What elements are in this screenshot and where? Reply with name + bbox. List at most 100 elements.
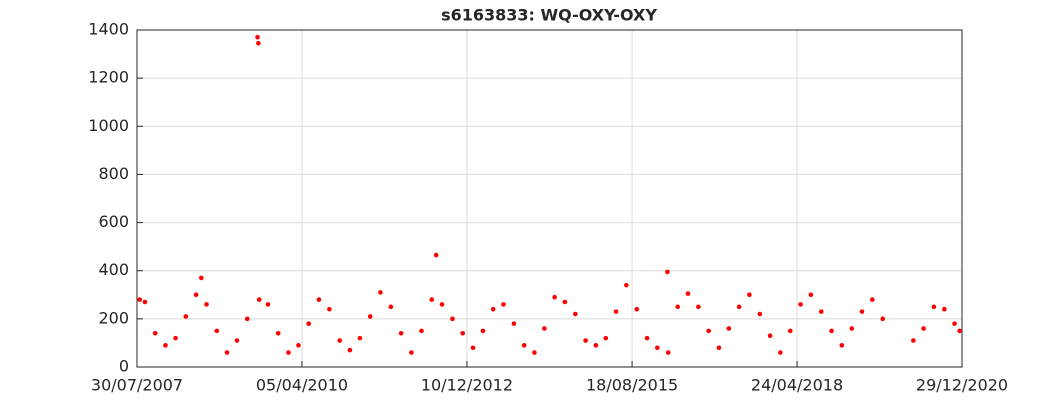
point [429,297,435,302]
point [511,321,517,326]
point [798,302,803,307]
point [275,331,281,336]
point [234,338,240,343]
point [767,333,773,339]
point [542,326,547,331]
point [747,292,752,298]
y-tick-label: 800 [98,164,129,183]
y-tick-label: 1200 [88,68,129,87]
point [736,304,742,310]
point [818,309,824,314]
point [306,321,311,326]
point [470,345,476,351]
point [942,306,947,312]
point [193,292,199,298]
point [286,350,291,355]
x-tick-label: 18/08/2015 [586,376,678,395]
point [808,292,814,298]
point [583,338,588,343]
point [316,297,322,302]
point [450,316,455,322]
point [521,343,527,348]
y-tick-label: 0 [119,357,129,376]
point [685,291,691,296]
point [409,350,414,355]
point [367,314,373,319]
point [849,326,855,331]
point [624,282,629,288]
point [532,350,537,355]
point [357,335,363,341]
point [398,331,404,336]
point [137,297,142,302]
point [921,326,926,331]
point [931,304,937,310]
point [265,302,271,307]
point [696,304,701,310]
point [480,328,486,334]
point [439,302,445,307]
y-tick-label: 400 [98,260,129,279]
y-tick-label: 200 [98,308,129,327]
point [419,328,424,334]
point [644,335,650,341]
point [256,297,262,302]
point [757,311,763,317]
point [214,328,220,334]
point [173,335,178,341]
point [562,299,568,305]
point [573,311,578,317]
point [613,309,619,314]
point [163,343,168,348]
point [388,304,394,310]
point [829,328,834,334]
point [593,343,599,348]
point [347,347,353,353]
point [256,40,261,46]
point [199,275,204,281]
point [296,343,301,348]
chart-title: s6163833: WQ-OXY-OXY [441,6,657,25]
point [378,290,383,295]
point [839,343,845,348]
point [655,345,660,351]
point [706,328,711,334]
point [152,331,158,336]
point [433,252,439,258]
x-tick-label: 05/04/2010 [256,376,348,395]
point [244,316,250,322]
point [337,338,342,343]
x-tick-label: 30/07/2007 [91,376,183,395]
point [716,345,722,351]
point [665,350,671,355]
point [603,335,609,341]
point [552,294,557,300]
point [327,306,332,312]
x-tick-label: 24/04/2018 [751,376,843,395]
y-tick-label: 600 [98,212,129,231]
point [859,309,865,314]
x-tick-label: 29/12/2020 [916,376,1008,395]
y-tick-label: 1400 [88,20,129,39]
point [255,34,260,40]
point [665,269,670,275]
y-tick-label: 1000 [88,116,129,135]
plot-frame [136,29,963,368]
point [634,306,640,312]
point [778,350,783,355]
point [460,331,466,336]
point [501,302,506,307]
point [675,304,680,310]
point [142,299,148,305]
point [183,314,189,319]
point [911,338,916,343]
point [490,306,496,312]
point [726,326,732,331]
point [788,328,793,334]
point [957,328,962,334]
point [952,321,957,326]
point [869,297,875,302]
point [204,302,209,307]
